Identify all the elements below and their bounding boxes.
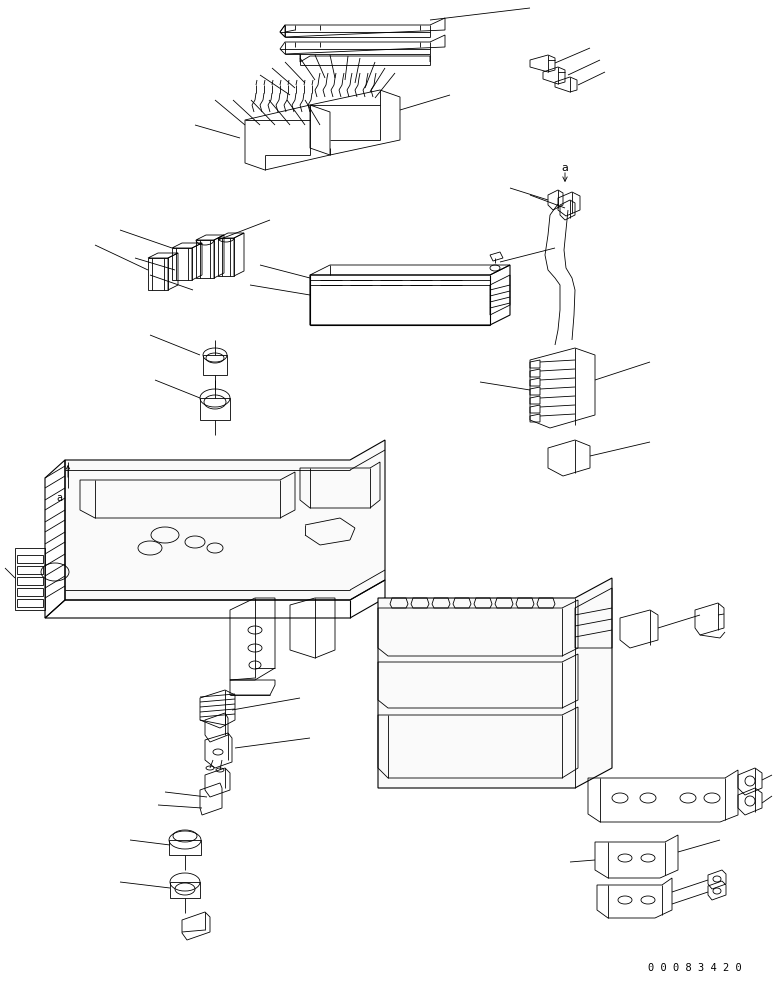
Polygon shape	[378, 578, 612, 788]
Text: 0 0 0 8 3 4 2 0: 0 0 0 8 3 4 2 0	[648, 963, 741, 973]
Text: a: a	[562, 163, 568, 173]
Text: a: a	[56, 493, 62, 503]
Polygon shape	[65, 440, 385, 600]
